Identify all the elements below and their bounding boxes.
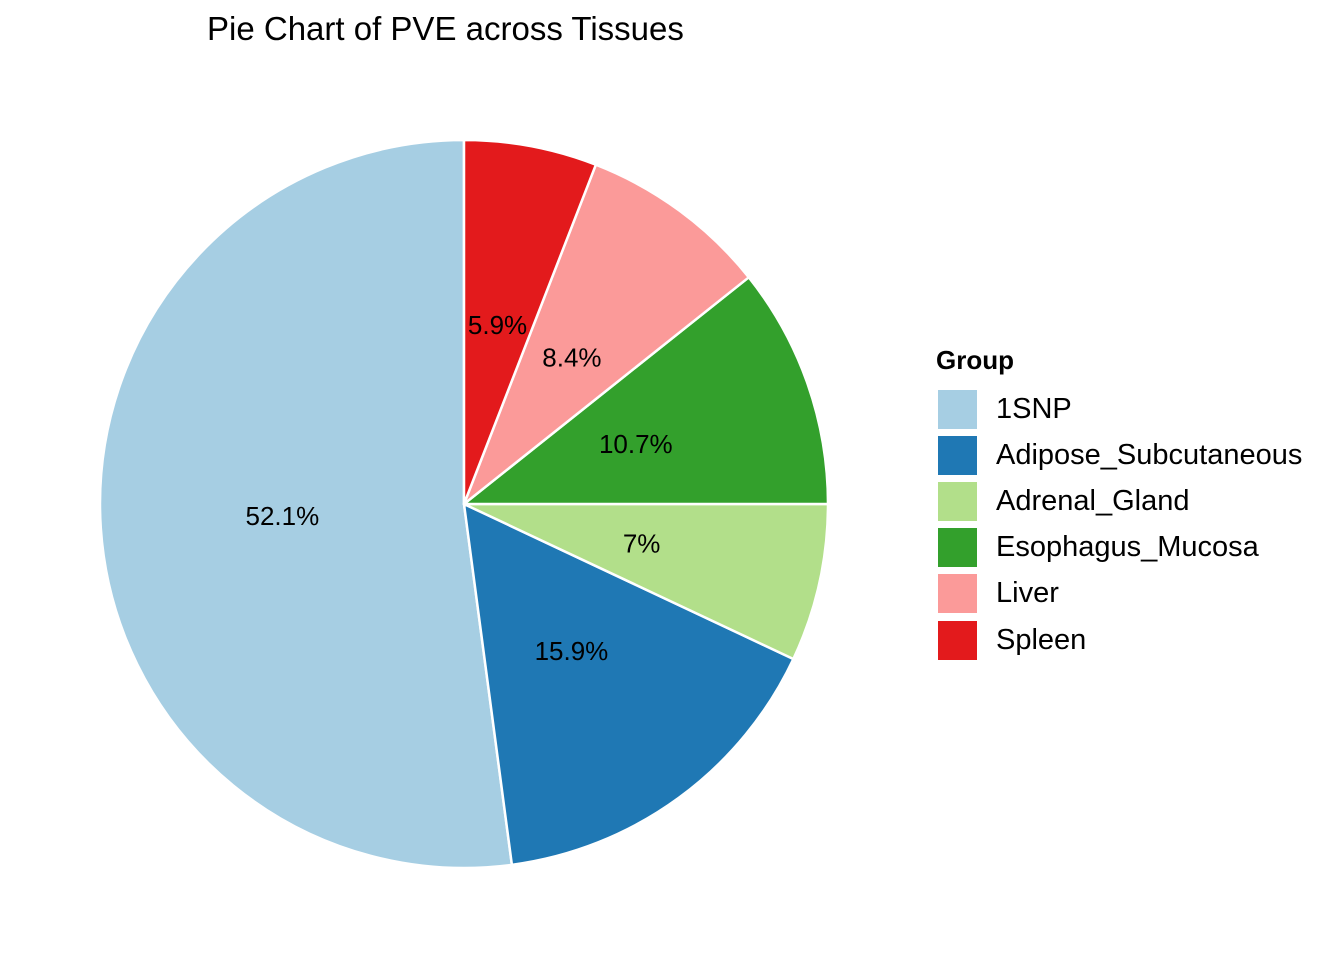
legend-label: Spleen	[996, 623, 1087, 656]
pie-slice-1snp	[98, 138, 514, 870]
legend-title: Group	[936, 345, 1014, 375]
pie-slice-liver	[462, 163, 751, 506]
legend-label: Adrenal_Gland	[996, 484, 1190, 517]
legend-label: 1SNP	[996, 392, 1072, 425]
legend-item: Spleen	[936, 617, 1336, 663]
pie-slice-esophagus-mucosa	[462, 276, 830, 506]
pie-label-liver: 8.4%	[542, 342, 601, 372]
legend-swatch	[938, 435, 977, 475]
pie-slice-spleen	[462, 138, 598, 506]
legend-item: 1SNP	[936, 386, 1336, 432]
pie-label-spleen: 5.9%	[468, 310, 527, 340]
pie-slices	[98, 138, 830, 870]
pie-slice-adipose-subcutaneous	[462, 502, 795, 867]
legend-swatch	[938, 620, 977, 660]
pie-slice-adrenal-gland	[462, 502, 830, 661]
pie-labels: 52.1% 15.9% 7% 10.7% 8.4% 5.9%	[246, 310, 673, 666]
legend-swatch	[938, 528, 977, 568]
legend-label: Adipose_Subcutaneous	[996, 438, 1303, 471]
legend-label: Liver	[996, 577, 1059, 610]
legend-swatch	[938, 574, 977, 614]
legend-item: Liver	[936, 571, 1336, 617]
pie-label-adrenal-gland: 7%	[623, 529, 661, 559]
legend: Group 1SNP Adipose_Subcutaneous Adrenal_Gl…	[936, 342, 1336, 663]
legend-item: Esophagus_Mucosa	[936, 525, 1336, 571]
legend-item: Adipose_Subcutaneous	[936, 432, 1336, 478]
legend-label: Esophagus_Mucosa	[996, 531, 1259, 564]
legend-items: 1SNP Adipose_Subcutaneous Adrenal_Gland Eso…	[936, 386, 1336, 663]
legend-swatch	[938, 481, 977, 521]
legend-item: Adrenal_Gland	[936, 478, 1336, 524]
pie-label-adipose-subcutaneous: 15.9%	[535, 636, 609, 666]
pie-label-1snp: 52.1%	[246, 501, 320, 531]
chart-title: Pie Chart of PVE across Tissues	[207, 10, 684, 47]
pie-label-esophagus-mucosa: 10.7%	[599, 429, 673, 459]
legend-swatch	[938, 389, 977, 429]
